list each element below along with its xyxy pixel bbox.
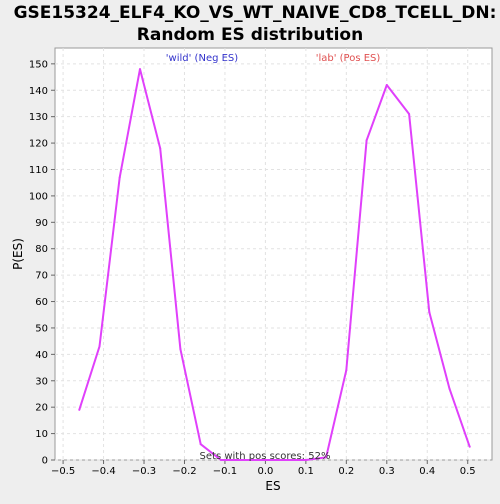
data-point: [78, 408, 81, 411]
y-tick-label: 40: [35, 350, 48, 361]
data-point: [345, 369, 348, 372]
neg-es-annotation: 'wild' (Neg ES): [166, 53, 238, 64]
plot-area: [54, 47, 493, 461]
data-point: [325, 456, 328, 459]
data-point: [365, 139, 368, 142]
y-tick-label: 60: [35, 297, 48, 308]
y-tick-label: 110: [29, 165, 48, 176]
data-point: [448, 387, 451, 390]
x-tick-label: −0.5: [51, 466, 75, 477]
y-tick-label: 70: [35, 271, 48, 282]
y-tick-label: 150: [29, 59, 48, 70]
x-tick-label: 0.5: [460, 466, 476, 477]
chart-title-line-1: GSE15324_ELF4_KO_VS_WT_NAIVE_CD8_TCELL_D…: [14, 3, 497, 23]
data-point: [118, 176, 121, 179]
y-tick-label: 20: [35, 403, 48, 414]
y-tick-label: 0: [42, 456, 48, 467]
series-layer: [78, 68, 471, 461]
y-tick-label: 120: [29, 139, 48, 150]
data-point: [264, 459, 267, 461]
x-axis-label: ES: [265, 479, 280, 493]
grid: [55, 48, 492, 461]
x-tick-label: 0.3: [379, 466, 395, 477]
y-tick-label: 130: [29, 112, 48, 123]
data-point: [385, 83, 388, 86]
x-tick-label: −0.2: [172, 466, 196, 477]
x-tick-label: 0.2: [338, 466, 354, 477]
data-point: [428, 311, 431, 314]
pos-es-annotation: 'lab' (Pos ES): [316, 53, 381, 64]
data-point: [468, 445, 471, 448]
y-tick-label: 100: [29, 191, 48, 202]
data-point: [219, 459, 222, 461]
data-point: [284, 459, 287, 461]
chart-title-line-2: Random ES distribution: [137, 25, 363, 45]
data-point: [199, 443, 202, 446]
y-tick-label: 50: [35, 323, 48, 334]
data-point: [408, 113, 411, 116]
x-tick-label: −0.4: [91, 466, 115, 477]
y-axis-label: P(ES): [11, 238, 25, 270]
y-tick-label: 80: [35, 244, 48, 255]
data-point: [240, 459, 243, 461]
y-tick-label: 140: [29, 86, 48, 97]
x-tick-label: 0.4: [419, 466, 435, 477]
y-tick-label: 90: [35, 218, 48, 229]
x-tick-label: 0.1: [298, 466, 314, 477]
data-point: [159, 147, 162, 150]
data-point: [98, 345, 101, 348]
data-point: [304, 459, 307, 461]
data-point: [138, 68, 141, 71]
pos-scores-annotation: Sets with pos scores: 52%: [200, 451, 331, 462]
x-tick-label: −0.1: [213, 466, 237, 477]
axes: 0 10 20 30 40 50 60 70 80 90 100 110 120 130 140 150 −0.…: [29, 59, 476, 477]
data-point: [179, 348, 182, 351]
x-tick-label: −0.3: [132, 466, 156, 477]
y-tick-label: 30: [35, 376, 48, 387]
series-line: [78, 68, 471, 461]
x-tick-label: 0.0: [257, 466, 273, 477]
y-tick-label: 10: [35, 429, 48, 440]
